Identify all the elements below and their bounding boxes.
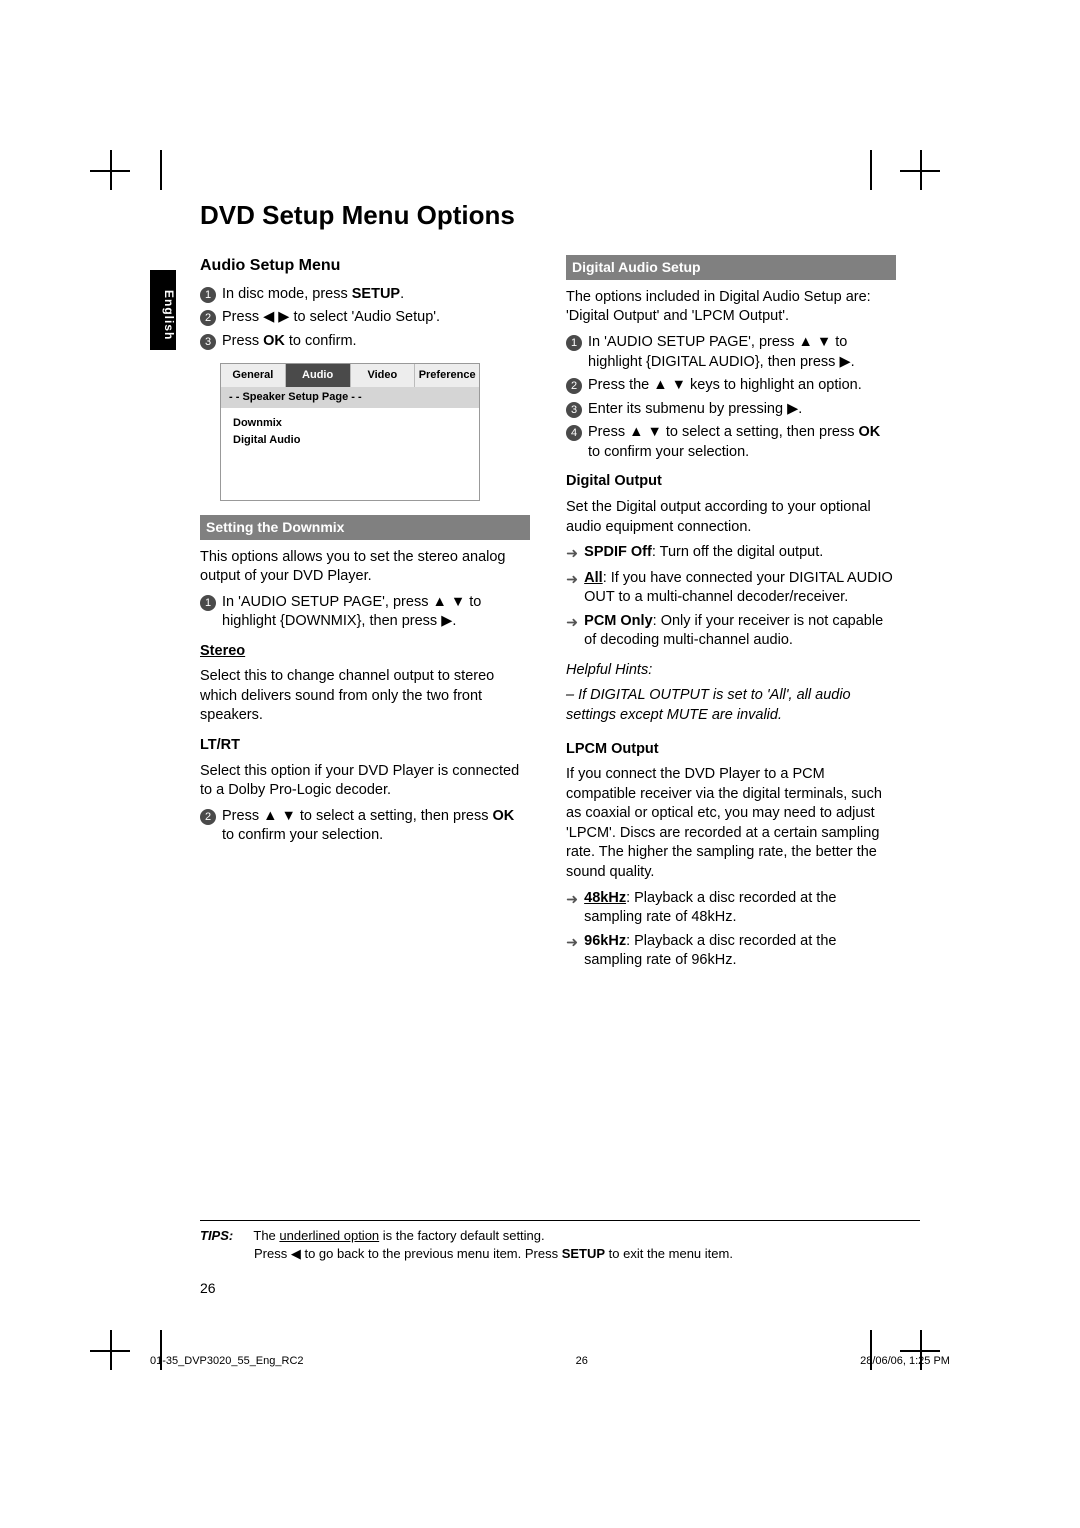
da-step-1: 1 In 'AUDIO SETUP PAGE', press ▲ ▼ to hi… [566, 333, 896, 372]
da-step-4: 4 Press ▲ ▼ to select a setting, then pr… [566, 423, 896, 462]
crop-mark [90, 1350, 130, 1352]
menu-item: Downmix [233, 416, 467, 431]
hints-text: – If DIGITAL OUTPUT is set to 'All', all… [566, 686, 896, 725]
step-text: In 'AUDIO SETUP PAGE', press ▲ ▼ to high… [222, 593, 530, 632]
right-column: Digital Audio Setup The options included… [566, 255, 896, 975]
downmix-step-1: 1 In 'AUDIO SETUP PAGE', press ▲ ▼ to hi… [200, 593, 530, 632]
arrow-icon: ➜ [566, 614, 578, 651]
tips-line-2: Press ◀ to go back to the previous menu … [200, 1245, 920, 1263]
crop-mark [160, 150, 162, 190]
step-2: 2 Press ◀ ▶ to select 'Audio Setup'. [200, 308, 530, 328]
digital-output-intro: Set the Digital output according to your… [566, 498, 896, 537]
step-number: 1 [566, 335, 582, 351]
step-3: 3 Press OK to confirm. [200, 332, 530, 352]
opt-text: All: If you have connected your DIGITAL … [584, 569, 896, 608]
downmix-bar: Setting the Downmix [200, 515, 530, 540]
page-number: 26 [200, 1280, 216, 1296]
footer-date: 28/06/06, 1:25 PM [860, 1355, 950, 1367]
menu-screenshot: General Audio Video Preference - - Speak… [220, 363, 480, 500]
audio-setup-heading: Audio Setup Menu [200, 255, 530, 277]
opt-96: ➜ 96kHz: Playback a disc recorded at the… [566, 932, 896, 971]
step-number: 2 [566, 378, 582, 394]
crop-mark [900, 1350, 940, 1352]
menu-tab-preference: Preference [415, 364, 479, 387]
left-column: Audio Setup Menu 1 In disc mode, press S… [200, 255, 530, 975]
menu-tabs: General Audio Video Preference [221, 364, 479, 387]
digital-audio-bar: Digital Audio Setup [566, 255, 896, 280]
arrow-icon: ➜ [566, 571, 578, 608]
tips-box: TIPS: The underlined option is the facto… [200, 1220, 920, 1263]
opt-spdif: ➜ SPDIF Off: Turn off the digital output… [566, 543, 896, 565]
lpcm-heading: LPCM Output [566, 740, 896, 760]
tips-label: TIPS: [200, 1227, 250, 1245]
stereo-heading: Stereo [200, 642, 530, 662]
tips-underline: underlined option [279, 1228, 379, 1243]
digital-audio-intro: The options included in Digital Audio Se… [566, 288, 896, 327]
digital-output-heading: Digital Output [566, 472, 896, 492]
ltrt-text: Select this option if your DVD Player is… [200, 762, 530, 801]
step-number: 1 [200, 595, 216, 611]
tips-text: The [253, 1228, 279, 1243]
lpcm-intro: If you connect the DVD Player to a PCM c… [566, 765, 896, 882]
step-number: 4 [566, 425, 582, 441]
opt-text: 96kHz: Playback a disc recorded at the s… [584, 932, 896, 971]
menu-tab-video: Video [351, 364, 416, 387]
footer-page: 26 [576, 1355, 588, 1367]
hints-heading: Helpful Hints: [566, 661, 896, 681]
step-text: Press ◀ ▶ to select 'Audio Setup'. [222, 308, 530, 328]
menu-item: Digital Audio [233, 433, 467, 448]
step-text: In disc mode, press SETUP. [222, 285, 530, 305]
opt-text: PCM Only: Only if your receiver is not c… [584, 612, 896, 651]
step-text: Enter its submenu by pressing ▶. [588, 400, 896, 420]
step-1: 1 In disc mode, press SETUP. [200, 285, 530, 305]
downmix-intro: This options allows you to set the stere… [200, 548, 530, 587]
crop-mark [900, 170, 940, 172]
menu-tab-audio: Audio [286, 364, 351, 387]
step-text: Press ▲ ▼ to select a setting, then pres… [222, 807, 530, 846]
footer-file: 01-35_DVP3020_55_Eng_RC2 [150, 1355, 304, 1367]
menu-tab-general: General [221, 364, 286, 387]
downmix-step-2: 2 Press ▲ ▼ to select a setting, then pr… [200, 807, 530, 846]
opt-text: 48kHz: Playback a disc recorded at the s… [584, 889, 896, 928]
menu-header: - - Speaker Setup Page - - [221, 387, 479, 408]
menu-body: Downmix Digital Audio [221, 408, 479, 500]
tips-text: is the factory default setting. [379, 1228, 544, 1243]
page-content: DVD Setup Menu Options Audio Setup Menu … [200, 200, 920, 975]
crop-mark [870, 150, 872, 190]
opt-pcm: ➜ PCM Only: Only if your receiver is not… [566, 612, 896, 651]
step-number: 2 [200, 809, 216, 825]
opt-48: ➜ 48kHz: Playback a disc recorded at the… [566, 889, 896, 928]
step-text: Press the ▲ ▼ keys to highlight an optio… [588, 376, 896, 396]
step-number: 3 [200, 334, 216, 350]
ltrt-heading: LT/RT [200, 736, 530, 756]
step-text: Press ▲ ▼ to select a setting, then pres… [588, 423, 896, 462]
opt-text: SPDIF Off: Turn off the digital output. [584, 543, 896, 565]
tips-line-1: TIPS: The underlined option is the facto… [200, 1227, 920, 1245]
step-number: 3 [566, 402, 582, 418]
arrow-icon: ➜ [566, 545, 578, 565]
step-text: Press OK to confirm. [222, 332, 530, 352]
arrow-icon: ➜ [566, 891, 578, 928]
stereo-text: Select this to change channel output to … [200, 667, 530, 726]
opt-all: ➜ All: If you have connected your DIGITA… [566, 569, 896, 608]
language-tab: English [150, 270, 176, 350]
crop-mark [90, 170, 130, 172]
da-step-3: 3 Enter its submenu by pressing ▶. [566, 400, 896, 420]
footer: 01-35_DVP3020_55_Eng_RC2 26 28/06/06, 1:… [150, 1355, 950, 1367]
arrow-icon: ➜ [566, 934, 578, 971]
step-number: 2 [200, 310, 216, 326]
step-number: 1 [200, 287, 216, 303]
step-text: In 'AUDIO SETUP PAGE', press ▲ ▼ to high… [588, 333, 896, 372]
da-step-2: 2 Press the ▲ ▼ keys to highlight an opt… [566, 376, 896, 396]
page-title: DVD Setup Menu Options [200, 200, 920, 231]
